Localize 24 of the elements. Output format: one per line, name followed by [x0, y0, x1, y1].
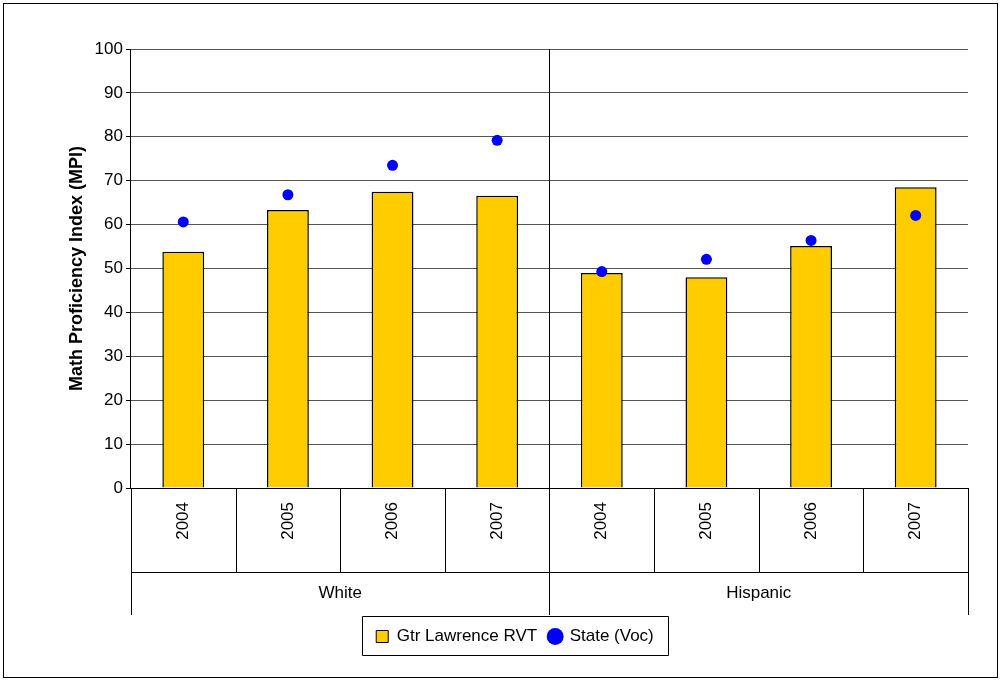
y-tick-label: 80 [104, 126, 123, 146]
x-tick-label: 2005 [696, 502, 716, 540]
legend-label: State (Voc) [569, 626, 654, 646]
y-tick-label: 30 [104, 345, 123, 365]
y-tick-label: 100 [94, 38, 123, 58]
y-tick-label: 20 [104, 389, 123, 409]
y-tick-label: 90 [104, 82, 123, 102]
y-tick-label: 40 [104, 302, 123, 322]
y-tick-label: 50 [104, 258, 123, 278]
x-tick-label: 2006 [382, 502, 402, 540]
y-tick-label: 10 [104, 433, 123, 453]
x-tick-label: 2007 [486, 502, 506, 540]
y-tick-label: 0 [113, 477, 123, 497]
y-tick-label: 70 [104, 170, 123, 190]
x-tick-label: 2006 [800, 502, 820, 540]
x-tick-label: 2004 [591, 502, 611, 540]
legend-label: Gtr Lawrence RVT [396, 626, 538, 646]
x-tick-label: 2004 [172, 502, 192, 540]
x-tick-label: 2007 [905, 502, 925, 540]
y-tick-label: 60 [104, 214, 123, 234]
text: White [318, 582, 362, 602]
x-tick-label: 2005 [277, 502, 297, 540]
text: Hispanic [726, 582, 792, 602]
y-axis-title: Math Proficiency Index (MPI) [65, 145, 86, 392]
